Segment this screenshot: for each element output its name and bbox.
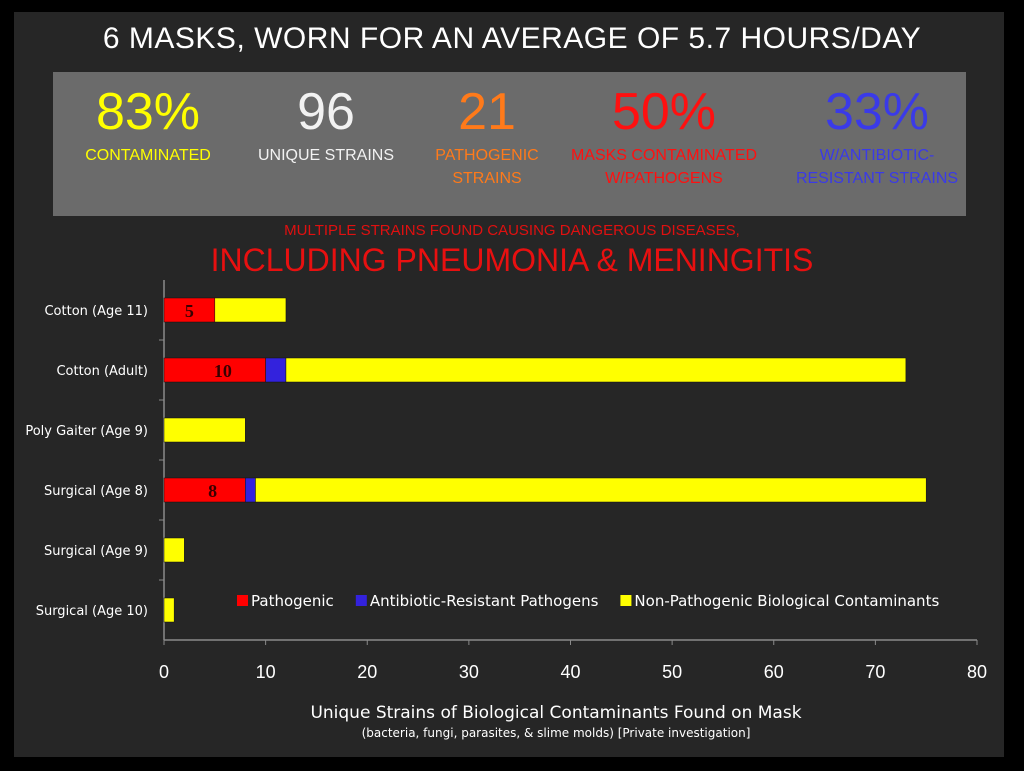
x-tick-label: 20 <box>357 662 377 682</box>
data-label: 10 <box>214 361 232 381</box>
data-label: 8 <box>208 481 217 501</box>
x-axis-label: Unique Strains of Biological Contaminant… <box>310 703 801 723</box>
stat-4: 33% W/ANTIBIOTIC- RESISTANT STRAINS <box>782 72 972 190</box>
category-label: Cotton (Adult) <box>56 364 148 379</box>
chart-title: 6 MASKS, WORN FOR AN AVERAGE OF 5.7 HOUR… <box>102 22 922 55</box>
x-tick-label: 70 <box>865 662 885 682</box>
stat-label: UNIQUE STRAINS <box>257 147 394 164</box>
x-tick-label: 40 <box>560 662 580 682</box>
stat-value: 96 <box>297 83 355 141</box>
stat-value: 83% <box>95 83 201 141</box>
subtitle-line-1: MULTIPLE STRAINS FOUND CAUSING DANGEROUS… <box>284 222 740 239</box>
stat-0: 83% CONTAMINATED <box>58 72 238 167</box>
legend-label: Antibiotic-Resistant Pathogens <box>370 592 599 610</box>
stats-box: 83% CONTAMINATED 96 UNIQUE STRAINS 21 PATHOGE… <box>53 72 966 216</box>
bar-segment-pathogenic <box>163 297 216 323</box>
legend-swatch <box>237 595 248 606</box>
stat-label: MASKS CONTAMINATED W/PATHOGENS <box>570 147 758 188</box>
category-label: Surgical (Age 10) <box>36 604 148 619</box>
category-label: Surgical (Age 9) <box>44 544 148 559</box>
bar-segment-pathogenic <box>163 357 266 383</box>
legend-label: Pathogenic <box>251 592 334 610</box>
stat-label: CONTAMINATED <box>85 147 211 164</box>
data-label: 5 <box>185 301 194 321</box>
bar-segment-non-pathogenic-biological-contaminants <box>255 477 927 503</box>
bar-segment-antibiotic-resistant-pathogens <box>265 357 287 383</box>
bar-segment-antibiotic-resistant-pathogens <box>245 477 256 503</box>
bar-segment-non-pathogenic-biological-contaminants <box>214 297 287 323</box>
x-tick-label: 0 <box>159 662 169 682</box>
bar-segment-non-pathogenic-biological-contaminants <box>285 357 907 383</box>
x-axis-note: (bacteria, fungi, parasites, & slime mol… <box>362 726 751 740</box>
subtitle-line-2: INCLUDING PNEUMONIA & MENINGITIS <box>210 242 814 278</box>
x-tick-label: 10 <box>256 662 276 682</box>
stat-value: 33% <box>824 83 930 141</box>
category-label: Poly Gaiter (Age 9) <box>25 424 148 439</box>
legend-swatch <box>355 595 367 606</box>
bar-segment-pathogenic <box>163 477 246 503</box>
bar-segment-non-pathogenic-biological-contaminants <box>163 417 246 443</box>
bar-segment-non-pathogenic-biological-contaminants <box>163 597 175 623</box>
stat-label: W/ANTIBIOTIC- RESISTANT STRAINS <box>795 147 959 188</box>
bar-segment-non-pathogenic-biological-contaminants <box>163 537 185 563</box>
stat-1: 96 UNIQUE STRAINS <box>236 72 416 167</box>
category-label: Surgical (Age 8) <box>44 484 148 499</box>
x-tick-label: 80 <box>967 662 987 682</box>
stat-label: PATHOGENIC STRAINS <box>435 147 539 188</box>
stat-2: 21 PATHOGENIC STRAINS <box>417 72 557 190</box>
legend-label: Non-Pathogenic Biological Contaminants <box>634 592 939 610</box>
category-label: Cotton (Age 11) <box>44 304 148 319</box>
x-tick-label: 50 <box>662 662 682 682</box>
stat-3: 50% MASKS CONTAMINATED W/PATHOGENS <box>559 72 769 190</box>
x-tick-label: 30 <box>459 662 479 682</box>
legend-swatch <box>620 595 632 606</box>
stat-value: 50% <box>611 83 717 141</box>
x-tick-label: 60 <box>764 662 784 682</box>
stat-value: 21 <box>458 83 516 141</box>
